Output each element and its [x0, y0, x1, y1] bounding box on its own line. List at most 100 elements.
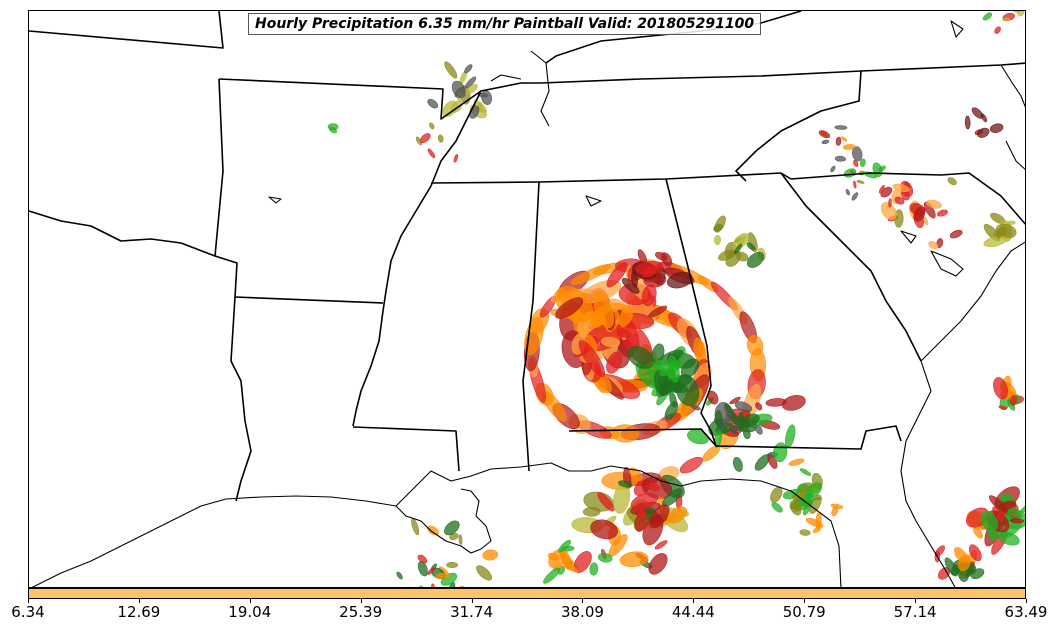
precip-cell	[805, 517, 824, 528]
precip-cell	[427, 567, 436, 575]
precip-cell	[590, 519, 618, 540]
precip-cell	[994, 26, 1001, 34]
precip-cell	[420, 133, 431, 144]
colorbar-tick	[582, 599, 584, 603]
colorbar-tick-label: 50.79	[782, 603, 826, 621]
precip-cell	[935, 545, 945, 557]
precip-cell	[853, 180, 857, 189]
precip-cell	[740, 413, 760, 428]
colorbar-tick-label: 31.74	[450, 603, 494, 621]
precip-cell	[834, 125, 848, 130]
precip-cell	[664, 401, 679, 421]
precip-cell	[642, 514, 664, 546]
precip-cell	[996, 227, 1004, 239]
precip-cell	[427, 98, 439, 109]
precip-cell	[755, 424, 763, 435]
precip-cell	[1010, 394, 1017, 406]
precip-cell	[976, 127, 990, 138]
precip-cell	[843, 168, 857, 178]
precip-cell	[724, 403, 732, 413]
precip-cell	[647, 482, 660, 492]
precip-cell	[606, 351, 623, 374]
precip-cell	[477, 92, 489, 98]
precip-cell	[923, 201, 936, 219]
precip-cell	[840, 136, 848, 142]
precip-cell	[1009, 518, 1025, 524]
precip-cell	[732, 457, 743, 472]
precip-cell	[558, 539, 571, 553]
precip-cell	[781, 395, 806, 411]
precip-cell	[894, 196, 905, 205]
precip-cell	[993, 377, 1008, 400]
precip-cell	[714, 215, 726, 233]
colorbar-tick-label: 12.69	[117, 603, 161, 621]
precip-cell	[679, 456, 703, 474]
precip-cell	[880, 202, 897, 221]
precip-cell	[635, 510, 647, 532]
precip-cell	[936, 238, 944, 248]
colorbar-tick-label: 63.49	[1004, 603, 1048, 621]
precip-cell	[958, 554, 971, 572]
precip-cell	[971, 107, 984, 119]
precip-cell	[799, 468, 812, 476]
precip-cell	[788, 458, 805, 466]
precip-cell	[455, 585, 466, 587]
precip-cell	[648, 553, 668, 575]
precip-cell	[687, 429, 709, 445]
precip-cell	[412, 585, 423, 587]
precip-cell	[746, 251, 765, 268]
precip-cell	[458, 534, 463, 545]
precip-cell	[944, 557, 958, 577]
precip-cell	[998, 500, 1017, 510]
precip-cell	[1002, 17, 1011, 22]
precip-cell	[845, 189, 851, 196]
precip-cell	[853, 159, 859, 167]
precip-cell	[690, 404, 701, 411]
precip-cell	[734, 401, 753, 413]
precip-cell	[654, 540, 668, 550]
precip-cell	[998, 405, 1008, 410]
precip-cell	[666, 271, 693, 289]
precip-cell	[842, 144, 856, 150]
precip-cell	[453, 154, 459, 163]
colorbar-tick-label: 44.44	[671, 603, 715, 621]
precip-cell	[578, 340, 605, 378]
precip-cell	[805, 482, 823, 498]
precip-cell	[851, 192, 859, 201]
precip-cell	[785, 424, 796, 449]
precip-cell	[435, 572, 447, 579]
precip-cell	[451, 80, 466, 99]
precip-cell	[589, 562, 599, 576]
precip-cell	[799, 529, 811, 536]
colorbar-tick-label: 6.34	[11, 603, 45, 621]
precip-cell	[998, 531, 1020, 546]
precip-cell	[949, 229, 963, 239]
map-title: Hourly Precipitation 6.35 mm/hr Paintbal…	[248, 13, 762, 35]
precip-cell	[746, 242, 756, 251]
colorbar-tick-label: 19.04	[228, 603, 272, 621]
precip-cell	[629, 467, 643, 482]
precip-cell	[630, 492, 659, 511]
precip-cell	[771, 502, 783, 513]
precip-cell	[789, 500, 802, 516]
colorbar-tick-label: 25.39	[339, 603, 383, 621]
precip-cell	[1006, 220, 1016, 225]
precip-cell	[928, 241, 939, 250]
colorbar-tick	[138, 599, 140, 603]
precip-cell	[735, 251, 749, 262]
precip-cell	[437, 134, 444, 143]
colorbar-tick-labels: 6.34 12.69 19.04 25.39 31.74 38.09 44.44 50.79 5…	[0, 599, 1060, 633]
precip-cell	[982, 12, 993, 21]
precip-cell	[715, 410, 723, 428]
precip-cell	[429, 122, 435, 130]
state-borders	[29, 11, 1025, 502]
precip-cell	[427, 525, 440, 536]
precip-cell	[667, 506, 688, 524]
precip-cell	[327, 123, 339, 131]
precip-cell	[652, 359, 668, 370]
precip-cell	[641, 266, 656, 278]
precip-cell	[465, 76, 477, 89]
precip-cell	[834, 155, 846, 162]
precip-cell	[481, 90, 493, 105]
precip-cell	[444, 61, 458, 79]
